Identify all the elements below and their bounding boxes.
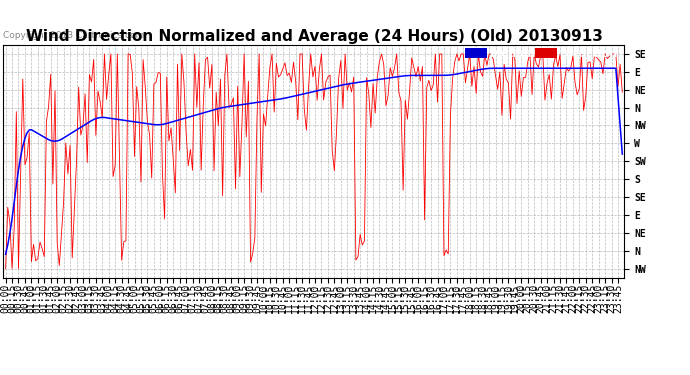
Text: Copyright 2013 Cartronics.com: Copyright 2013 Cartronics.com	[3, 32, 145, 40]
Legend: Median, Direction: Median, Direction	[463, 46, 619, 61]
Title: Wind Direction Normalized and Average (24 Hours) (Old) 20130913: Wind Direction Normalized and Average (2…	[26, 29, 602, 44]
